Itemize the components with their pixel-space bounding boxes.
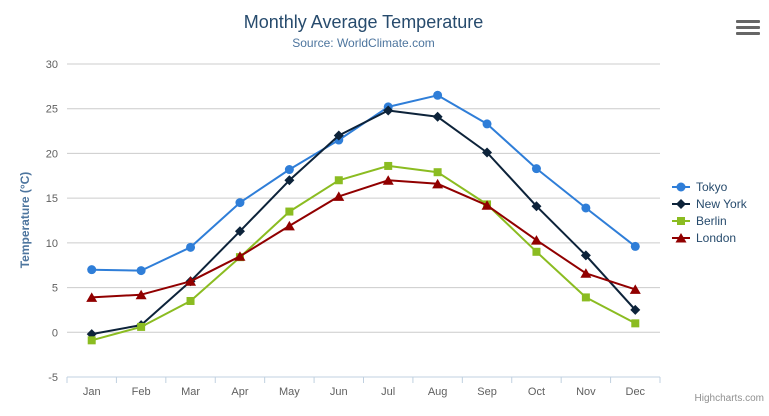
data-point-square bbox=[677, 216, 685, 225]
data-point-square bbox=[631, 319, 640, 328]
credits-link[interactable]: Highcharts.com bbox=[694, 393, 764, 404]
y-gridlines bbox=[67, 63, 660, 378]
data-point-circle bbox=[630, 241, 640, 251]
x-axis bbox=[66, 376, 661, 383]
legend-label: Tokyo bbox=[696, 179, 728, 194]
data-point-triangle bbox=[234, 251, 246, 261]
series-line-london bbox=[90, 179, 637, 299]
data-point-triangle bbox=[675, 232, 687, 242]
data-point-square bbox=[334, 176, 343, 185]
x-tick-label: Jan bbox=[83, 386, 101, 398]
data-point-circle bbox=[482, 119, 492, 129]
data-point-triangle bbox=[283, 220, 295, 231]
data-point-triangle bbox=[432, 178, 444, 189]
export-menu-button[interactable] bbox=[736, 20, 760, 35]
legend: Tokyo New York Berlin London bbox=[671, 178, 747, 246]
data-point-square bbox=[87, 336, 96, 345]
data-point-triangle bbox=[382, 175, 394, 185]
hamburger-bar bbox=[736, 26, 760, 29]
data-point-circle bbox=[186, 242, 196, 252]
y-tick-label: 10 bbox=[46, 238, 58, 250]
x-tick-label: Feb bbox=[132, 386, 151, 398]
series-new-york bbox=[86, 105, 641, 340]
legend-item-tokyo[interactable]: Tokyo bbox=[671, 178, 747, 195]
legend-item-london[interactable]: London bbox=[671, 229, 747, 246]
chart-subtitle: Source: WorldClimate.com bbox=[292, 36, 435, 50]
hamburger-bar bbox=[736, 20, 760, 23]
data-point-triangle bbox=[185, 276, 197, 286]
data-point-diamond bbox=[676, 198, 686, 209]
data-point-circle bbox=[87, 265, 97, 275]
x-tick-label: Dec bbox=[626, 386, 646, 398]
data-point-diamond bbox=[383, 105, 394, 116]
y-tick-label: 15 bbox=[46, 193, 58, 205]
data-point-diamond bbox=[531, 201, 542, 212]
legend-symbol-square-icon bbox=[672, 216, 690, 225]
data-point-diamond bbox=[482, 147, 493, 158]
data-point-triangle bbox=[481, 200, 493, 210]
data-point-square bbox=[186, 296, 195, 305]
legend-label: Berlin bbox=[696, 213, 727, 228]
data-point-triangle bbox=[333, 191, 345, 201]
data-point-circle bbox=[284, 165, 294, 175]
data-point-diamond bbox=[630, 304, 641, 315]
x-tick-label: Apr bbox=[231, 386, 248, 398]
data-point-square bbox=[137, 322, 146, 331]
y-tick-label: 20 bbox=[46, 148, 58, 160]
data-point-triangle bbox=[135, 289, 147, 300]
data-point-circle bbox=[136, 266, 146, 276]
x-tick-label: Sep bbox=[477, 386, 497, 398]
data-point-square bbox=[285, 207, 294, 216]
data-point-circle bbox=[433, 90, 443, 100]
data-point-diamond bbox=[234, 226, 245, 237]
data-point-triangle bbox=[530, 235, 542, 245]
y-tick-label: 0 bbox=[52, 327, 58, 339]
data-point-diamond bbox=[432, 111, 443, 122]
legend-symbol-triangle-icon bbox=[672, 232, 690, 242]
hamburger-bar bbox=[736, 32, 760, 35]
chart-title: Monthly Average Temperature bbox=[243, 12, 484, 32]
data-point-square bbox=[532, 247, 541, 256]
series-line-tokyo bbox=[90, 94, 637, 272]
data-point-square bbox=[581, 293, 590, 302]
legend-label: London bbox=[696, 230, 737, 245]
x-tick-label: Aug bbox=[428, 386, 448, 398]
series-tokyo bbox=[87, 90, 640, 276]
data-point-circle bbox=[676, 182, 686, 191]
legend-symbol-circle-icon bbox=[672, 182, 690, 191]
data-point-triangle bbox=[580, 268, 592, 278]
legend-label: New York bbox=[696, 196, 747, 211]
x-tick-label: May bbox=[279, 386, 300, 398]
series-line-berlin bbox=[90, 164, 637, 342]
data-point-square bbox=[433, 168, 442, 177]
y-axis-labels: -5 0 5 10 15 20 25 30 bbox=[46, 59, 58, 384]
y-tick-label: -5 bbox=[48, 372, 58, 384]
y-axis-title: Temperature (°C) bbox=[18, 171, 32, 269]
data-point-diamond bbox=[333, 130, 344, 141]
data-point-triangle bbox=[629, 284, 641, 294]
series-line-new-york bbox=[90, 109, 637, 336]
y-tick-label: 25 bbox=[46, 104, 58, 116]
y-tick-label: 30 bbox=[46, 59, 58, 71]
series-london bbox=[86, 175, 641, 302]
x-axis-labels: Jan Feb Mar Apr May Jun Jul Aug Sep Oct Nov Dec bbox=[83, 386, 646, 398]
y-tick-label: 5 bbox=[52, 283, 58, 295]
legend-item-berlin[interactable]: Berlin bbox=[671, 212, 747, 229]
x-tick-label: Oct bbox=[528, 386, 545, 398]
data-point-circle bbox=[235, 198, 245, 208]
x-tick-label: Jul bbox=[381, 386, 395, 398]
data-point-square bbox=[384, 161, 393, 170]
x-tick-label: Jun bbox=[330, 386, 348, 398]
legend-symbol-diamond-icon bbox=[672, 198, 690, 209]
data-point-circle bbox=[531, 164, 541, 174]
data-point-triangle bbox=[86, 292, 98, 302]
legend-item-new-york[interactable]: New York bbox=[671, 195, 747, 212]
data-point-diamond bbox=[580, 250, 591, 261]
data-point-diamond bbox=[284, 175, 295, 186]
x-tick-label: Mar bbox=[181, 386, 200, 398]
x-tick-label: Nov bbox=[576, 386, 596, 398]
data-point-circle bbox=[581, 203, 591, 213]
